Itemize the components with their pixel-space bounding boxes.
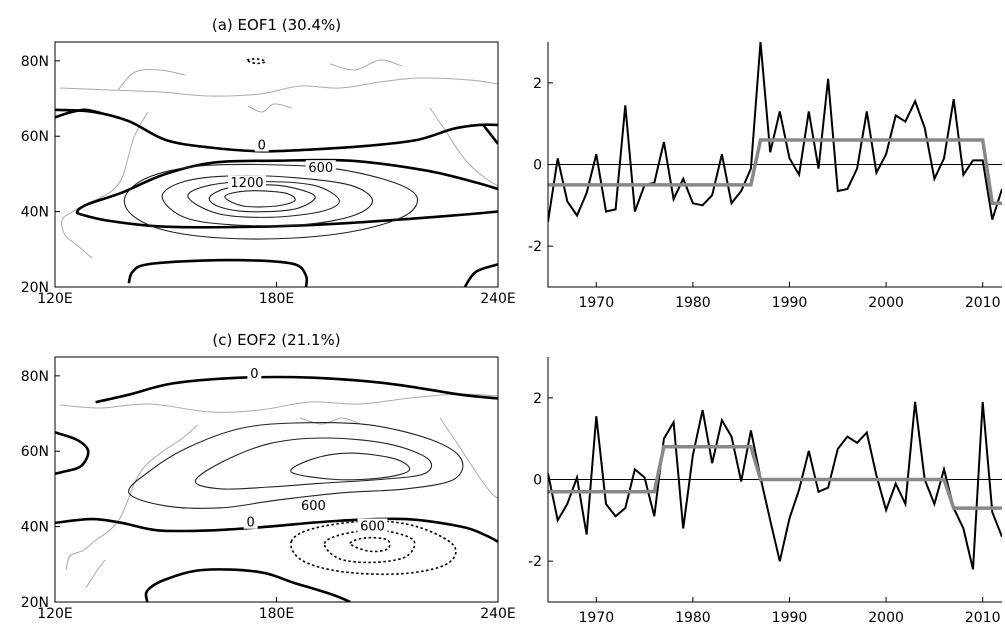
- contour-label: 0: [247, 516, 255, 531]
- contour-label: 0: [258, 139, 266, 154]
- contour-label-bg: [247, 365, 262, 380]
- zero-contour: [95, 375, 498, 404]
- x-tick-label: 1980: [675, 610, 711, 626]
- positive-contour: [123, 163, 419, 240]
- x-tick-label: 2000: [868, 610, 904, 626]
- contour-label-bg: [243, 514, 258, 529]
- x-tick-label: 1970: [578, 610, 614, 626]
- y-tick-label: 2: [533, 76, 542, 92]
- coastline: [329, 59, 403, 71]
- y-tick-label: 40N: [21, 520, 49, 536]
- x-tick-label: 120E: [37, 606, 73, 622]
- zero-contour: [55, 108, 104, 119]
- y-tick-label: 80N: [21, 369, 49, 385]
- positive-contour: [128, 421, 464, 509]
- x-tick-label: 180E: [259, 291, 295, 307]
- y-tick-label: 60N: [21, 129, 49, 145]
- x-tick-label: 1990: [772, 610, 808, 626]
- x-tick-label: 1980: [675, 295, 711, 311]
- zero-contour: [127, 258, 309, 287]
- contour-label: 600: [301, 499, 326, 514]
- contour-label-bg: [298, 497, 329, 512]
- coastline: [439, 417, 498, 499]
- zero-contour: [144, 568, 351, 602]
- zero-contour: [55, 517, 498, 543]
- zero-contour: [463, 263, 498, 287]
- x-tick-label: 240E: [480, 606, 516, 622]
- coastline: [117, 69, 186, 91]
- y-tick-label: 60N: [21, 444, 49, 460]
- contour-label: 1200: [230, 176, 263, 191]
- positive-contour: [224, 190, 296, 208]
- positive-contour: [194, 437, 433, 490]
- coastline: [65, 424, 199, 571]
- negative-contour: [349, 536, 391, 553]
- x-tick-label: 1990: [772, 295, 808, 311]
- regime-shift-line: [548, 138, 1002, 206]
- coastline: [85, 559, 106, 589]
- panel-c-eof2-map: 0 600 0 600 (c) EOF2 (21.1%) 120E 180E 240E 20N 4…: [21, 331, 516, 622]
- coastline: [299, 417, 361, 425]
- x-tick-label: 2000: [868, 295, 904, 311]
- y-tick-label: 2: [533, 391, 542, 407]
- positive-contour: [290, 452, 411, 481]
- positive-contour: [161, 175, 374, 227]
- negative-contour: [323, 529, 416, 564]
- x-tick-label: 2010: [965, 295, 1001, 311]
- contour-label: 600: [308, 161, 333, 176]
- coastline: [429, 107, 498, 187]
- ts-axes: [547, 357, 1002, 603]
- x-tick-label: 240E: [480, 291, 516, 307]
- contour-label-bg: [357, 518, 388, 533]
- panel-a-eof1-map: 0 600 1200 (a) EOF1 (30.4%) 120E 180E 240E 20N 4…: [21, 16, 516, 307]
- x-tick-label: 1970: [578, 295, 614, 311]
- pc-series-line: [548, 42, 1002, 222]
- contour-label-bg: [305, 160, 336, 175]
- panel-title: (a) EOF1 (30.4%): [212, 16, 341, 34]
- pc-series-line: [548, 401, 1002, 570]
- x-tick-label: 120E: [37, 291, 73, 307]
- contour-label: 600: [360, 520, 385, 535]
- y-tick-label: 20N: [21, 595, 49, 611]
- contour-label: 0: [250, 367, 258, 382]
- y-tick-label: -2: [528, 239, 542, 255]
- y-tick-label: 0: [533, 158, 542, 174]
- zero-contour: [482, 124, 498, 145]
- zero-contour: [55, 431, 90, 476]
- panel-b-pc1-timeseries: 1970 1980 1990 2000 2010 -2 0 2: [528, 42, 1002, 311]
- y-tick-label: 80N: [21, 54, 49, 70]
- coastline: [61, 111, 149, 259]
- y-tick-label: -2: [528, 554, 542, 570]
- y-tick-label: 20N: [21, 280, 49, 296]
- y-tick-label: 0: [533, 473, 542, 489]
- map-frame: [54, 356, 499, 603]
- ts-axes: [547, 42, 1002, 288]
- coastline: [59, 393, 498, 413]
- x-tick-label: 180E: [259, 606, 295, 622]
- zero-contour: [75, 158, 498, 229]
- coastline: [247, 103, 293, 113]
- positive-contour: [187, 180, 340, 218]
- contour-label-bg: [227, 175, 266, 190]
- contour-label-bg: [254, 137, 269, 152]
- panel-d-pc2-timeseries: 1970 1980 1990 2000 2010 -2 0 2: [528, 357, 1002, 626]
- negative-contour: [246, 58, 267, 65]
- panel-title: (c) EOF2 (21.1%): [212, 331, 340, 349]
- regime-shift-line: [548, 445, 1002, 510]
- coastline: [59, 77, 498, 97]
- y-tick-label: 40N: [21, 205, 49, 221]
- zero-contour: [55, 108, 498, 153]
- x-tick-label: 2010: [965, 610, 1001, 626]
